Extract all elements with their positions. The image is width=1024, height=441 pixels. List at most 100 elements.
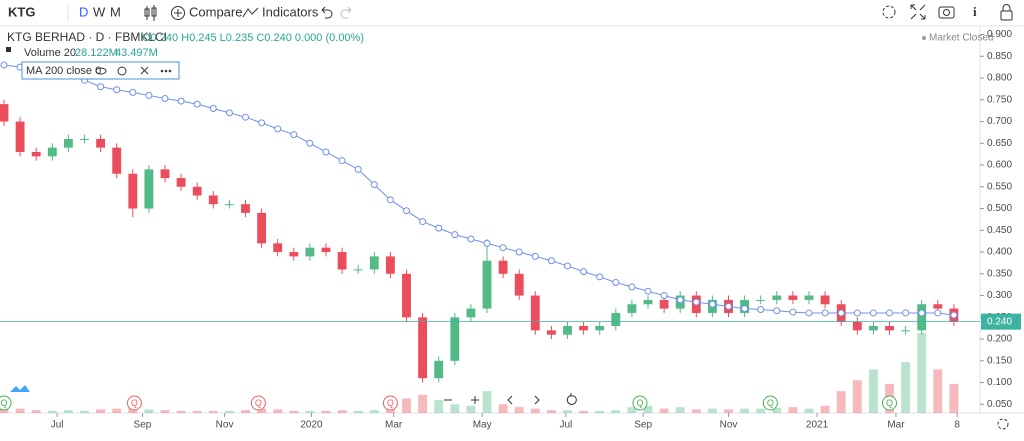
legend-ohlc: O0.240 H0.245 L0.235 C0.240 0.000 (0.00%… <box>142 32 364 44</box>
volume-bar <box>788 407 798 413</box>
candle-body <box>466 308 476 318</box>
ma-point <box>177 97 185 105</box>
x-tick-label: Nov <box>720 420 738 431</box>
candle-body <box>595 325 605 331</box>
volume-bar <box>659 408 669 413</box>
candle-body <box>96 138 106 148</box>
ma-point <box>596 273 604 281</box>
volume-bar <box>563 410 572 413</box>
volume-bar <box>369 410 379 413</box>
ma-legend-box[interactable] <box>21 61 180 80</box>
ma-point <box>676 296 684 304</box>
x-tick-label: May <box>473 420 492 431</box>
interval[interactable]: D <box>79 4 88 19</box>
earnings-marker <box>250 395 266 411</box>
lock[interactable] <box>1000 4 1013 21</box>
interval[interactable]: W <box>93 4 106 19</box>
y-tick-label: 0.200 <box>987 334 1012 345</box>
ma-point <box>789 308 797 316</box>
y-tick-label: 0.750 <box>987 94 1012 105</box>
volume-bar <box>772 407 782 413</box>
axis-settings[interactable] <box>997 418 1009 430</box>
candle-body <box>482 260 492 309</box>
x-tick-label: Sep <box>134 420 152 431</box>
volume-bar <box>337 410 347 413</box>
candle-body <box>385 256 395 274</box>
settings[interactable] <box>882 5 896 19</box>
volume-bar <box>96 409 106 413</box>
legend-title: KTG BERHAD · D · FBMKLCI <box>7 30 167 44</box>
ma-point <box>741 305 749 313</box>
volume-bar <box>836 391 846 413</box>
earnings-marker-label: Q <box>767 398 774 408</box>
ma-point <box>837 309 845 317</box>
candle-body <box>885 325 894 331</box>
undo[interactable] <box>321 6 333 19</box>
volume-bar <box>273 409 283 413</box>
ma-point <box>644 287 652 295</box>
volume-bar <box>47 410 57 413</box>
ma-point <box>886 309 893 317</box>
candle-body <box>659 299 669 309</box>
indicators-icon[interactable] <box>242 7 259 18</box>
ma-point <box>934 309 942 317</box>
ma-point <box>322 148 330 156</box>
x-tick-label: Nov <box>216 420 234 431</box>
status-dot <box>922 36 926 40</box>
earnings-marker <box>382 395 398 411</box>
candle-body <box>31 151 41 157</box>
candle-body <box>257 212 267 244</box>
earnings-marker <box>882 395 897 411</box>
chart-type-icon[interactable] <box>144 5 157 21</box>
earnings-marker-label: Q <box>636 398 643 408</box>
candle-body <box>756 299 766 301</box>
ma-point <box>902 309 910 317</box>
ma-point <box>821 309 829 317</box>
volume-bar <box>208 410 218 413</box>
ma-point <box>950 311 958 319</box>
volume-bar <box>176 410 186 413</box>
ma-point <box>193 100 201 108</box>
ma-point <box>725 302 732 310</box>
earnings-marker <box>0 395 12 411</box>
collapse-icon[interactable] <box>6 47 11 52</box>
ma-point <box>580 268 588 276</box>
candle-body <box>514 273 524 296</box>
candle-body <box>305 247 315 257</box>
snapshot[interactable] <box>938 6 955 19</box>
ma-point <box>161 94 169 102</box>
ma-buttons[interactable] <box>95 66 172 76</box>
candle-body <box>418 317 428 379</box>
volume-ma-value: 43.497M <box>115 47 158 59</box>
candle-body <box>772 295 782 300</box>
compare-button[interactable] <box>171 6 185 20</box>
volume-bar <box>611 410 621 413</box>
compare-label[interactable]: Compare <box>189 4 242 19</box>
last-price-label: 0.240 <box>987 316 1012 327</box>
candle-body <box>112 147 122 174</box>
volume-bar <box>289 410 299 413</box>
interval[interactable]: M <box>110 4 121 19</box>
y-tick-label: 0.700 <box>987 116 1012 127</box>
earnings-marker <box>632 395 648 411</box>
last-price-box <box>981 313 1021 330</box>
volume-bar <box>192 410 202 413</box>
ma-point <box>483 239 491 247</box>
volume-bar <box>595 410 605 413</box>
y-tick-label: 0.400 <box>987 247 1012 258</box>
candle-body <box>579 325 589 331</box>
fullscreen[interactable] <box>910 4 926 20</box>
volume-value: 28.122M <box>75 47 118 59</box>
candle-body <box>176 178 186 187</box>
indicators-label[interactable]: Indicators <box>262 4 319 19</box>
nav-controls[interactable] <box>444 393 577 405</box>
x-tick-label: Jul <box>559 420 572 431</box>
market-status: Market Closed <box>929 33 993 44</box>
ma-point <box>290 131 298 139</box>
volume-bar <box>820 405 830 413</box>
info[interactable]: i <box>973 4 977 19</box>
ma-name: MA 200 close 0 <box>26 65 101 77</box>
volume-bar <box>80 410 89 413</box>
redo[interactable] <box>340 6 352 19</box>
symbol[interactable]: KTG <box>8 4 35 19</box>
